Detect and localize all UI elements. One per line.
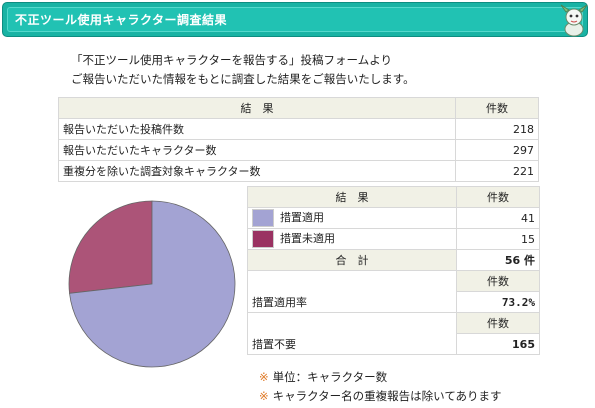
rate-header-count: 件数 (456, 270, 540, 292)
pie-slice-not-applied (68, 200, 153, 294)
summary-row-label: 報告いただいたキャラクター数 (58, 139, 456, 161)
note-1: ※ 単位：キャラクター数 (259, 368, 502, 387)
result-row-label: 措置未適用 (280, 232, 335, 245)
intro-line-1: 「不正ツール使用キャラクターを報告する」投稿フォームより (71, 53, 392, 67)
title-banner: 不正ツール使用キャラクター調査結果 (2, 2, 588, 37)
legend-swatch-not-applied (252, 230, 274, 248)
result-row-label: 措置適用 (280, 211, 324, 224)
notes: ※ 単位：キャラクター数 ※ キャラクター名の重複報告は除いてあります (259, 368, 502, 406)
result-header-result: 結 果 (247, 186, 457, 208)
page-title: 不正ツール使用キャラクター調査結果 (15, 13, 228, 27)
rate-label: 措置適用率 (247, 291, 457, 313)
result-row-not-applied: 措置未適用 (247, 228, 457, 250)
result-row-value: 15 (456, 228, 540, 250)
summary-header-result: 結 果 (58, 97, 456, 119)
result-row-applied: 措置適用 (247, 207, 457, 229)
table-row: 措置未適用 15 (247, 228, 540, 250)
summary-table: 結 果 件数 報告いただいた投稿件数 218 報告いただいたキャラクター数 29… (58, 97, 539, 182)
summary-row-value: 221 (455, 160, 539, 182)
total-value: 56 件 (456, 249, 540, 271)
note-mark: ※ (259, 370, 269, 384)
note-text: キャラクター名の重複報告は除いてあります (272, 389, 502, 403)
summary-header-count: 件数 (455, 97, 539, 119)
table-row: 報告いただいたキャラクター数 297 (58, 139, 539, 161)
rate-value: 73.2% (456, 291, 540, 313)
result-row-value: 41 (456, 207, 540, 229)
table-row: 措置適用 41 (247, 207, 540, 229)
unneeded-value: 165 (456, 333, 540, 355)
intro-text: 「不正ツール使用キャラクターを報告する」投稿フォームより ご報告いただいた情報を… (71, 51, 415, 89)
unneeded-spacer (247, 312, 457, 334)
result-table: 結 果 件数 措置適用 41 措置未適用 15 合 計 56 件 件数 措置適用… (247, 186, 540, 355)
summary-row-value: 218 (455, 118, 539, 140)
summary-row-label: 重複分を除いた調査対象キャラクター数 (58, 160, 456, 182)
pie-slice-applied (69, 200, 236, 368)
summary-row-label: 報告いただいた投稿件数 (58, 118, 456, 140)
rate-spacer (247, 270, 457, 292)
legend-swatch-applied (252, 209, 274, 227)
unneeded-header-count: 件数 (456, 312, 540, 334)
result-header-count: 件数 (456, 186, 540, 208)
pie-chart (68, 200, 236, 368)
mascot-icon (560, 4, 588, 37)
total-label: 合 計 (247, 249, 457, 271)
unneeded-label: 措置不要 (247, 333, 457, 355)
table-row: 重複分を除いた調査対象キャラクター数 221 (58, 160, 539, 182)
summary-row-value: 297 (455, 139, 539, 161)
table-row: 報告いただいた投稿件数 218 (58, 118, 539, 140)
intro-line-2: ご報告いただいた情報をもとに調査した結果をご報告いたします。 (71, 72, 415, 86)
title-banner-inner (7, 7, 583, 32)
note-text: 単位：キャラクター数 (272, 370, 388, 384)
note-mark: ※ (259, 389, 269, 403)
note-2: ※ キャラクター名の重複報告は除いてあります (259, 387, 502, 406)
